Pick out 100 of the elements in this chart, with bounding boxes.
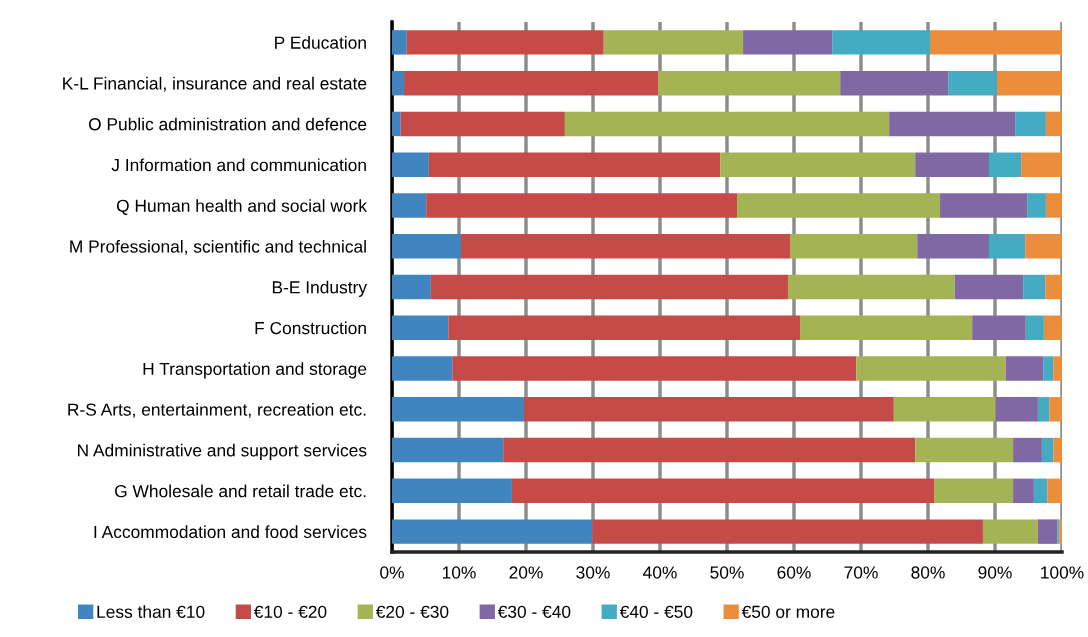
x-tick-label: 30% bbox=[576, 566, 610, 579]
bar bbox=[988, 152, 1022, 177]
bar bbox=[503, 437, 916, 463]
bar bbox=[720, 152, 916, 177]
bar bbox=[428, 152, 721, 177]
x-tick-label: 50% bbox=[710, 566, 744, 579]
bar bbox=[1027, 193, 1046, 218]
bar bbox=[1045, 111, 1062, 137]
x-tick-label: 90% bbox=[978, 566, 1012, 579]
bar bbox=[1033, 478, 1048, 504]
x-tick-label: 80% bbox=[911, 566, 945, 579]
bar bbox=[1053, 437, 1062, 463]
bar bbox=[954, 274, 1024, 300]
bar bbox=[1043, 315, 1062, 340]
bar bbox=[1015, 111, 1046, 137]
bar bbox=[392, 193, 427, 218]
bar bbox=[787, 274, 955, 300]
legend-label: €30 - €40 bbox=[497, 605, 571, 618]
bar bbox=[1037, 519, 1058, 544]
bar bbox=[840, 70, 949, 96]
bar bbox=[657, 70, 841, 96]
bar bbox=[940, 193, 1028, 218]
legend-label: €50 or more bbox=[741, 605, 835, 618]
bar bbox=[789, 234, 918, 259]
bar bbox=[1013, 478, 1034, 504]
bar bbox=[392, 437, 504, 463]
bar bbox=[404, 70, 658, 96]
bar bbox=[917, 234, 989, 259]
bar bbox=[392, 478, 512, 504]
bar bbox=[997, 70, 1062, 96]
y-tick-label: J Information and communication bbox=[111, 158, 366, 172]
x-tick-label: 60% bbox=[777, 566, 811, 579]
bar bbox=[1023, 274, 1046, 300]
bar bbox=[893, 397, 996, 422]
bar bbox=[1025, 315, 1044, 340]
bar bbox=[392, 111, 401, 137]
y-tick-label: R-S Arts, entertainment, recreation etc. bbox=[68, 403, 366, 418]
bar bbox=[400, 111, 565, 137]
y-tick-label: N Administrative and support services bbox=[77, 443, 367, 460]
bar bbox=[392, 30, 407, 55]
bar bbox=[392, 234, 462, 259]
bar bbox=[1013, 437, 1042, 463]
bar bbox=[995, 397, 1038, 422]
bar bbox=[523, 397, 894, 422]
bar bbox=[915, 437, 1014, 463]
y-tick-label: P Education bbox=[275, 36, 366, 49]
bar bbox=[948, 70, 998, 96]
x-tick-label: 20% bbox=[509, 566, 543, 579]
bar bbox=[1025, 234, 1062, 259]
x-tick-label: 100% bbox=[1041, 566, 1084, 579]
bar bbox=[1005, 356, 1044, 381]
bar bbox=[406, 30, 604, 55]
bar bbox=[511, 478, 935, 504]
x-tick-label: 70% bbox=[844, 566, 878, 579]
bar bbox=[564, 111, 890, 137]
bar bbox=[1041, 437, 1054, 463]
bar bbox=[392, 152, 429, 177]
bar bbox=[972, 315, 1026, 340]
bar bbox=[856, 356, 1006, 381]
bar bbox=[430, 274, 788, 300]
bar bbox=[743, 30, 833, 55]
legend-label: €10 - €20 bbox=[253, 605, 327, 618]
x-tick-label: 10% bbox=[442, 566, 476, 579]
bar bbox=[1053, 356, 1062, 381]
bar bbox=[392, 315, 449, 340]
bar bbox=[982, 519, 1038, 544]
y-tick-label: O Public administration and defence bbox=[88, 117, 367, 131]
x-tick-label: 40% bbox=[643, 566, 677, 579]
bar bbox=[603, 30, 744, 55]
bar bbox=[592, 519, 983, 544]
bar bbox=[1045, 274, 1062, 300]
legend-label: €40 - €50 bbox=[619, 605, 693, 618]
bar bbox=[1037, 397, 1050, 422]
bar bbox=[1043, 356, 1054, 381]
bar bbox=[1047, 478, 1062, 504]
bar bbox=[737, 193, 941, 218]
bar bbox=[915, 152, 989, 177]
bar bbox=[1021, 152, 1062, 177]
bar bbox=[1049, 397, 1062, 422]
bar bbox=[934, 478, 1014, 504]
bar bbox=[800, 315, 973, 340]
bar bbox=[1045, 193, 1062, 218]
bar bbox=[426, 193, 738, 218]
y-tick-label: F Construction bbox=[255, 321, 366, 335]
y-tick-label: Q Human health and social work bbox=[116, 199, 368, 216]
bar bbox=[392, 519, 593, 544]
bar bbox=[392, 274, 431, 300]
bar bbox=[448, 315, 801, 340]
bar bbox=[392, 70, 405, 96]
bar bbox=[988, 234, 1026, 259]
bar bbox=[452, 356, 857, 381]
bar bbox=[461, 234, 790, 259]
x-tick-label: 0% bbox=[380, 566, 404, 579]
bar bbox=[832, 30, 931, 55]
y-tick-label: B-E Industry bbox=[272, 280, 367, 297]
bar bbox=[930, 30, 1062, 55]
y-tick-label: H Transportation and storage bbox=[143, 362, 367, 379]
bar bbox=[889, 111, 1016, 137]
y-tick-label: K-L Financial, insurance and real estate bbox=[63, 76, 367, 92]
y-tick-label: M Professional, scientific and technical bbox=[70, 239, 366, 255]
